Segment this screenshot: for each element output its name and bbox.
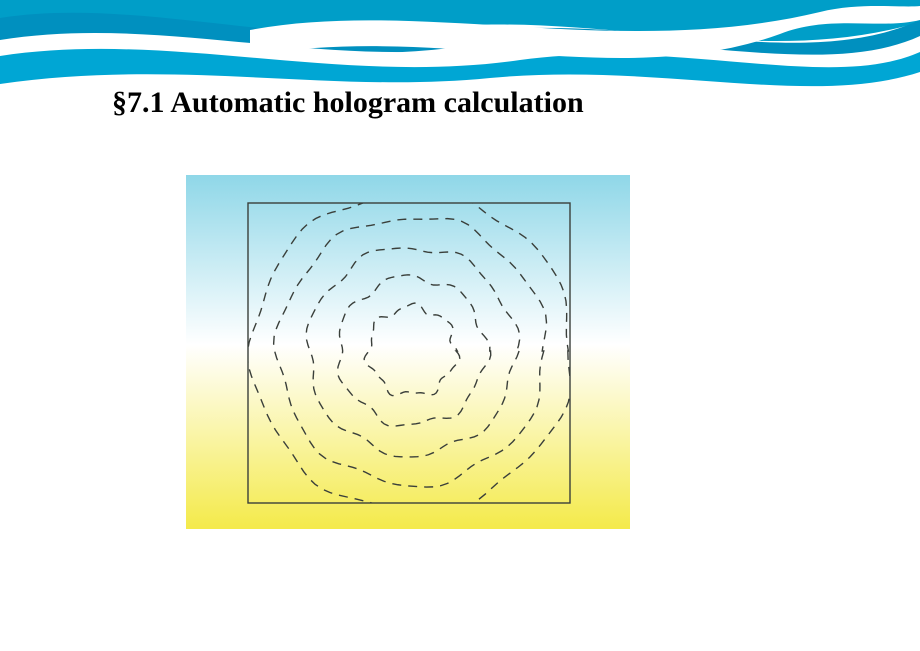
- slide: §7.1 Automatic hologram calculation: [0, 0, 920, 651]
- page-title: §7.1 Automatic hologram calculation: [112, 86, 584, 120]
- hologram-rings-diagram: [186, 175, 630, 529]
- hologram-figure: [186, 175, 630, 529]
